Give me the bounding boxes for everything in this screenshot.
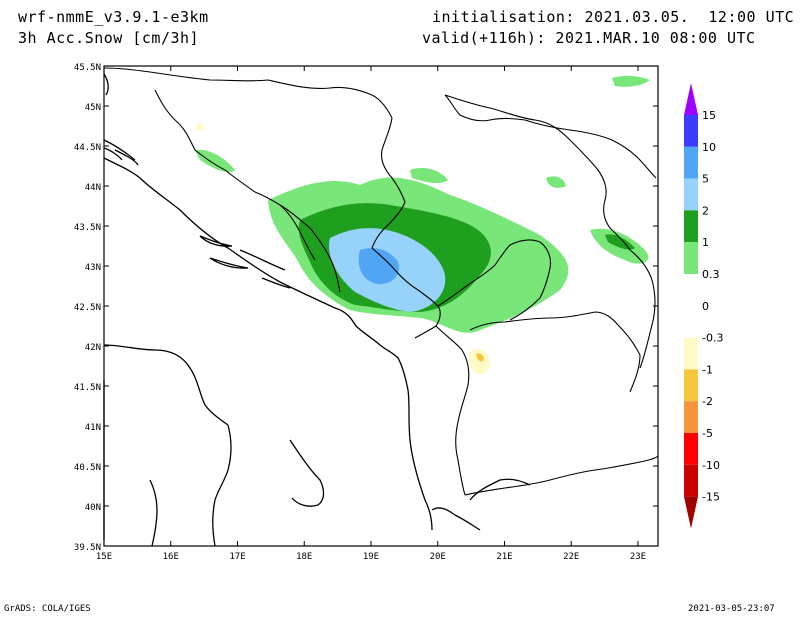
colorbar-label: -15 [702, 491, 720, 504]
snow-ne-patch [410, 168, 448, 184]
lat-label: 43.5N [74, 223, 101, 233]
lon-label: 23E [630, 552, 646, 562]
negative-snow-patch [468, 348, 490, 375]
colorbar-label: 0.3 [702, 268, 720, 281]
snow-far-east-patch [546, 176, 566, 188]
border-kosovo [437, 239, 552, 321]
lat-label: 41.5N [74, 383, 101, 393]
lat-label: 44N [85, 183, 101, 193]
lon-label: 21E [496, 552, 512, 562]
footer-timestamp: 2021-03-05-23:07 [688, 604, 775, 614]
field-name: 3h Acc.Snow [cm/3h] [18, 29, 200, 47]
lon-label: 18E [296, 552, 312, 562]
lat-label: 43N [85, 263, 101, 273]
colorbar-label: -5 [702, 427, 713, 440]
negative-snow-north [195, 123, 205, 132]
latitude-axis: 45.5N 45N 44.5N 44N 43.5N 43N 42.5N 42N 41.5N 41N… [74, 63, 658, 553]
colorbar-segment [684, 146, 698, 179]
lon-label: 15E [96, 552, 112, 562]
lat-label: 44.5N [74, 143, 101, 153]
colorbar-segment [684, 369, 698, 402]
border-montenegro [371, 247, 441, 339]
colorbar-bottom-arrow [684, 496, 698, 529]
colorbar-label: 15 [702, 109, 716, 122]
colorbar-segment [684, 337, 698, 370]
negative-snow-patch-orange [476, 353, 484, 362]
init-time: initialisation: 2021.03.05. 12:00 UTC [432, 8, 795, 26]
snow-top-right-patch [612, 75, 650, 87]
colorbar-segment [684, 178, 698, 211]
border-macedonia [469, 311, 641, 393]
lon-label: 20E [430, 552, 446, 562]
border-bulgaria [629, 249, 656, 369]
island-2 [199, 235, 233, 247]
lat-label: 39.5N [74, 543, 101, 553]
italy-heel [289, 439, 325, 507]
colorbar-label: 0 [702, 300, 709, 313]
border-croatia-bosnia [154, 89, 341, 293]
colorbar-segment [684, 433, 698, 465]
colorbar-label: 1 [702, 236, 709, 249]
border-serbia-east [444, 94, 631, 251]
east-adriatic-coast [103, 139, 433, 531]
colorbar-label: -2 [702, 395, 713, 408]
colorbar-segment [684, 305, 698, 338]
istria-coast [103, 73, 139, 166]
colorbar-segment [684, 115, 698, 147]
border-bosnia-serbia [371, 117, 406, 249]
colorbar-segment [684, 274, 698, 306]
lon-label: 22E [563, 552, 579, 562]
colorbar: 15 10 5 2 1 0.3 0 -0.3 -1 -2 -5 -10 -15 [684, 83, 723, 529]
lon-label: 19E [363, 552, 379, 562]
island-4 [239, 249, 286, 271]
colorbar-label: -10 [702, 459, 720, 472]
border-north [103, 67, 393, 119]
colorbar-segment [684, 210, 698, 243]
lat-label: 45.5N [74, 63, 101, 73]
lat-label: 40.5N [74, 463, 101, 473]
snow-blue-region [358, 248, 399, 285]
lat-label: 42.5N [74, 303, 101, 313]
country-borders [103, 67, 659, 496]
colorbar-label: 10 [702, 141, 716, 154]
lat-label: 41N [85, 423, 101, 433]
island-5 [261, 277, 291, 289]
lat-label: 40N [85, 503, 101, 513]
border-greece [464, 455, 659, 496]
colorbar-segment [684, 401, 698, 433]
colorbar-label: 2 [702, 204, 709, 217]
island-1 [103, 147, 123, 161]
lon-label: 16E [163, 552, 179, 562]
italy-south-coast [149, 479, 158, 547]
footer-credit: GrADS: COLA/IGES [4, 604, 91, 614]
island-3 [209, 257, 249, 269]
lon-label: 17E [229, 552, 245, 562]
colorbar-label: -0.3 [702, 332, 723, 345]
colorbar-top-arrow [684, 83, 698, 115]
colorbar-label: -1 [702, 363, 713, 376]
model-name: wrf-nmmE_v3.9.1-e3km [18, 8, 209, 26]
valid-time: valid(+116h): 2021.MAR.10 08:00 UTC [422, 29, 756, 47]
colorbar-segment [684, 242, 698, 274]
lat-label: 45N [85, 103, 101, 113]
snow-north-patch [195, 149, 235, 173]
border-albania [435, 325, 470, 496]
colorbar-label: 5 [702, 173, 709, 186]
lat-label: 42N [85, 343, 101, 353]
border-danube [444, 94, 657, 179]
snow-field [195, 75, 650, 375]
colorbar-segment [684, 464, 698, 497]
longitude-axis: 15E 16E 17E 18E 19E 20E 21E 22E 23E [96, 66, 646, 562]
border-bosnia-south [279, 204, 316, 261]
